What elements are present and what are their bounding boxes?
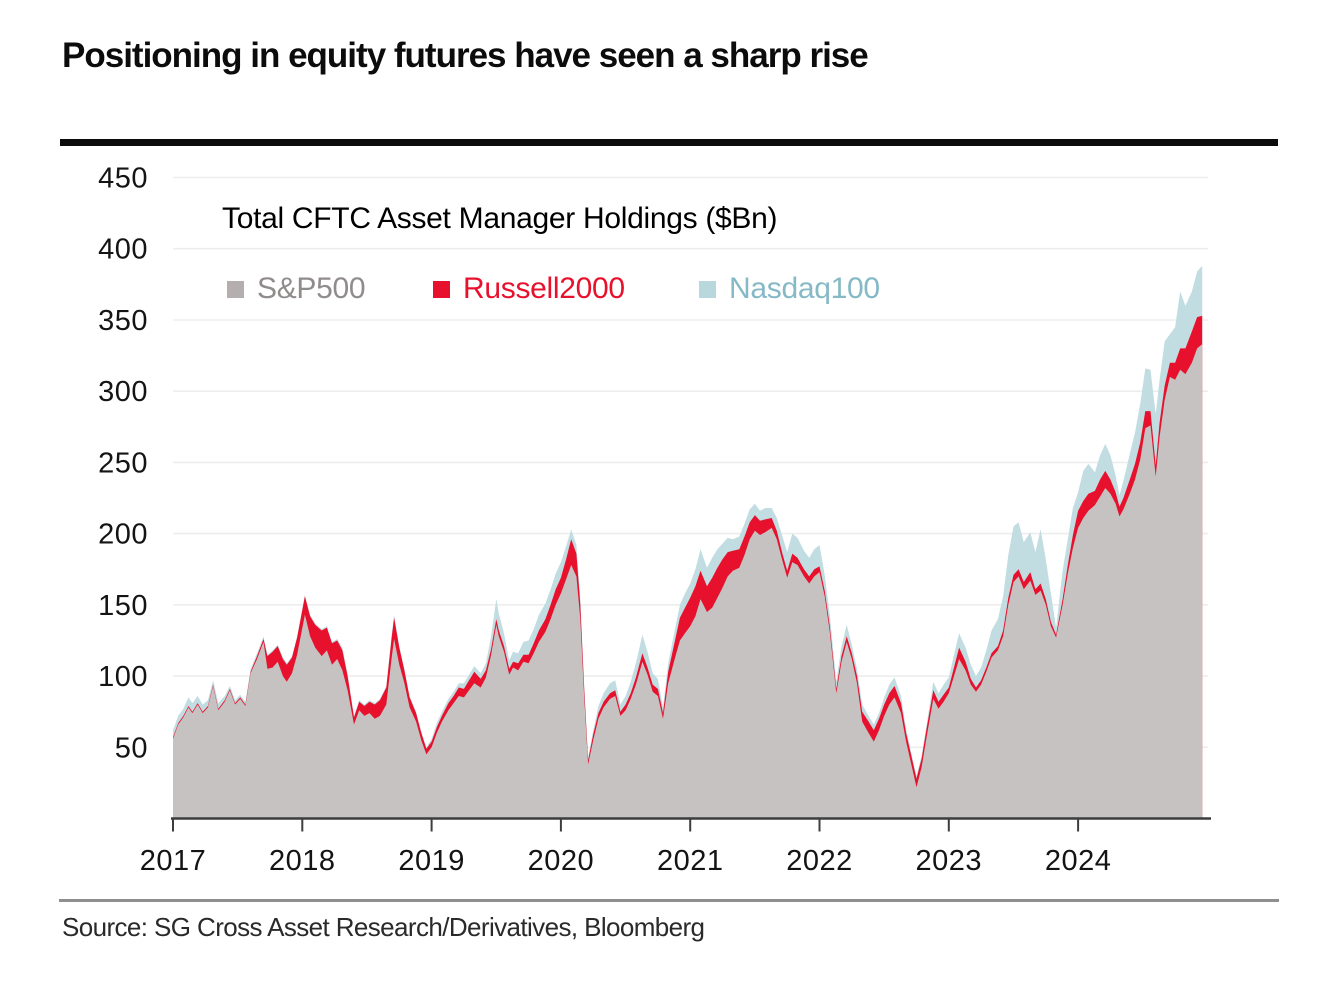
y-tick-label: 400 [98, 234, 148, 266]
x-tick-label: 2020 [528, 845, 595, 877]
legend-item-russell2000: Russell2000 [433, 272, 625, 306]
source-divider [59, 899, 1279, 902]
nasdaq100-swatch-icon [699, 280, 716, 298]
y-tick-label: 250 [98, 447, 148, 479]
y-tick-label: 450 [98, 163, 148, 195]
sp500-swatch-icon [227, 280, 244, 298]
y-tick-label: 150 [98, 590, 148, 622]
y-tick-label: 350 [98, 305, 148, 337]
x-tick-label: 2024 [1045, 845, 1112, 877]
legend-label-sp500: S&P500 [257, 272, 366, 305]
legend-item-nasdaq100: Nasdaq100 [699, 272, 880, 306]
russell2000-swatch-icon [433, 280, 450, 298]
x-tick-label: 2022 [786, 845, 853, 877]
x-tick-label: 2019 [398, 845, 465, 877]
y-tick-label: 300 [98, 376, 148, 408]
x-tick-label: 2017 [140, 845, 207, 877]
y-tick-label: 200 [98, 519, 148, 551]
x-tick-label: 2023 [916, 845, 983, 877]
x-tick-label: 2021 [657, 845, 724, 877]
legend-label-russell2000: Russell2000 [463, 272, 625, 305]
legend-label-nasdaq100: Nasdaq100 [729, 272, 880, 305]
x-tick-label: 2018 [269, 845, 336, 877]
chart-title: Positioning in equity futures have seen … [62, 36, 869, 75]
y-tick-label: 100 [98, 661, 148, 693]
chart-subtitle: Total CFTC Asset Manager Holdings ($Bn) [222, 202, 778, 235]
area-sp500 [173, 344, 1203, 819]
source-text: Source: SG Cross Asset Research/Derivati… [62, 912, 705, 942]
chart-legend: S&P500 Russell2000 Nasdaq100 [0, 272, 1338, 306]
y-tick-label: 50 [115, 732, 148, 764]
legend-item-sp500: S&P500 [227, 272, 366, 306]
title-rule [60, 139, 1278, 146]
